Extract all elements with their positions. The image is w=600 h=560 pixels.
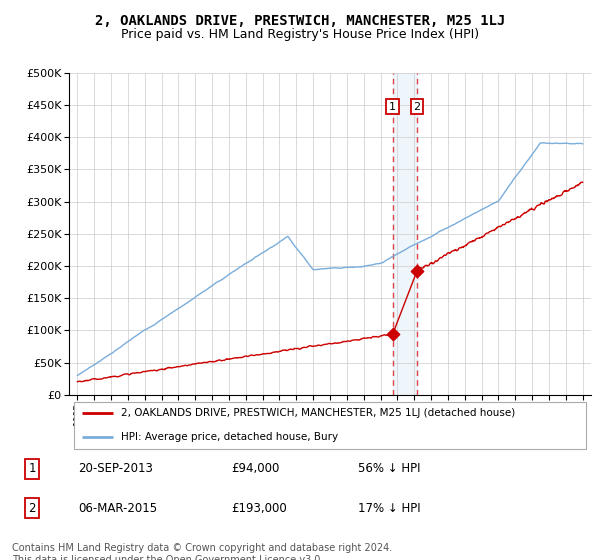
Text: Price paid vs. HM Land Registry's House Price Index (HPI): Price paid vs. HM Land Registry's House … (121, 28, 479, 41)
Text: 06-MAR-2015: 06-MAR-2015 (78, 502, 157, 515)
Point (412, 266, 422, 275)
Text: 2, OAKLANDS DRIVE, PRESTWICH, MANCHESTER, M25 1LJ: 2, OAKLANDS DRIVE, PRESTWICH, MANCHESTER… (95, 14, 505, 28)
Text: 2, OAKLANDS DRIVE, PRESTWICH, MANCHESTER, M25 1LJ (detached house): 2, OAKLANDS DRIVE, PRESTWICH, MANCHESTER… (121, 408, 515, 418)
Text: 1: 1 (28, 462, 36, 475)
Text: 2: 2 (28, 502, 36, 515)
Text: £94,000: £94,000 (231, 462, 279, 475)
Text: Contains HM Land Registry data © Crown copyright and database right 2024.
This d: Contains HM Land Registry data © Crown c… (12, 543, 392, 560)
Text: 56% ↓ HPI: 56% ↓ HPI (358, 462, 420, 475)
Text: 1: 1 (389, 101, 396, 111)
Bar (392, 73, 417, 395)
Text: 20-SEP-2013: 20-SEP-2013 (78, 462, 153, 475)
Text: 17% ↓ HPI: 17% ↓ HPI (358, 502, 420, 515)
Text: 2: 2 (413, 101, 421, 111)
Text: £193,000: £193,000 (231, 502, 287, 515)
Point (388, 330, 397, 339)
FancyBboxPatch shape (74, 403, 586, 449)
Text: HPI: Average price, detached house, Bury: HPI: Average price, detached house, Bury (121, 432, 338, 442)
